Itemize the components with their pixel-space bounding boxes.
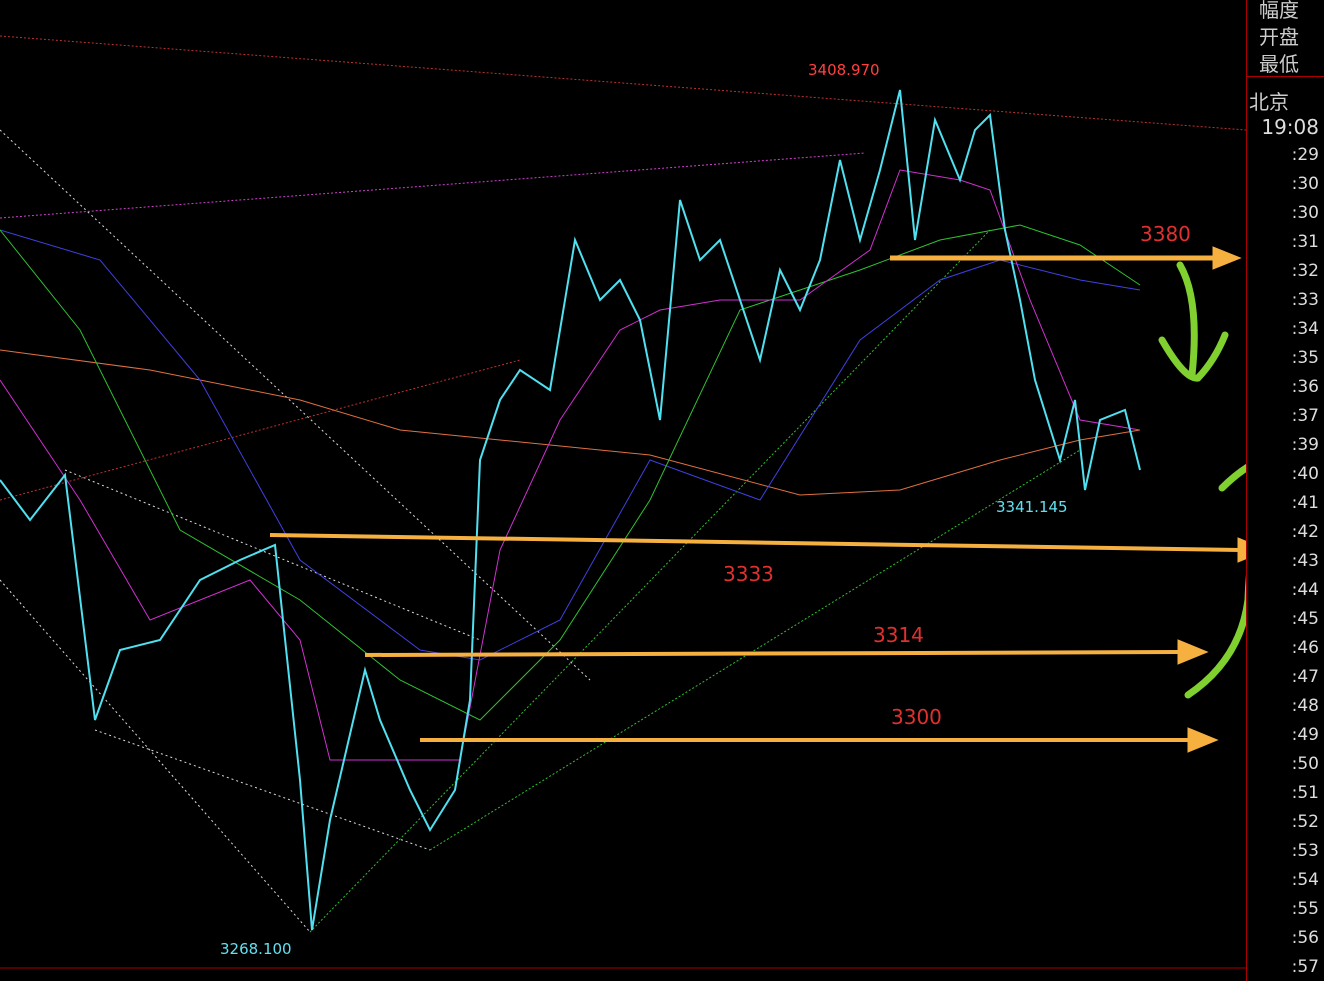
level-arrows xyxy=(269,246,1246,753)
trend-line xyxy=(94,729,431,851)
hand-arrows xyxy=(1158,261,1246,699)
time-tick: :46 xyxy=(1291,638,1319,658)
arrow-head xyxy=(1237,537,1246,563)
time-tick: :30 xyxy=(1291,174,1319,194)
panel-label: 最低 xyxy=(1259,52,1299,76)
time-tick: :40 xyxy=(1291,464,1319,484)
level-label: 3300 xyxy=(891,705,942,729)
time-tick: :32 xyxy=(1291,261,1319,281)
low-label: 3268.100 xyxy=(220,940,292,958)
trend-line xyxy=(0,359,521,501)
ma-line xyxy=(0,229,1141,661)
zone: 北京 xyxy=(1249,90,1289,114)
time-tick: :53 xyxy=(1291,841,1319,861)
level-label: 3380 xyxy=(1140,222,1191,246)
side-panel: 幅度 开盘 最低 北京 19:08 :29 :30 :30 :31 :32 :33 :34:… xyxy=(1246,0,1324,981)
time-tick: :56 xyxy=(1291,928,1319,948)
divider xyxy=(1247,76,1324,77)
time-tick: :30 xyxy=(1291,203,1319,223)
ma-line xyxy=(0,349,1141,496)
trend-line xyxy=(0,579,311,933)
price-line xyxy=(0,89,1141,931)
arrow xyxy=(269,533,1241,552)
time-tick: :51 xyxy=(1291,783,1319,803)
trend-line xyxy=(0,35,1246,131)
ma-line xyxy=(0,224,1141,721)
high-label: 3408.970 xyxy=(808,61,880,79)
time-tick: :42 xyxy=(1291,522,1319,542)
level-label: 3333 xyxy=(723,562,774,586)
time-tick: :31 xyxy=(1291,232,1319,252)
trend-line xyxy=(309,229,991,933)
down-arrow xyxy=(1158,261,1229,382)
time-tick: :55 xyxy=(1291,899,1319,919)
chart-area: 3408.970 3268.100 3341.145 3380 3333 331… xyxy=(0,35,1246,969)
time-tick: :33 xyxy=(1291,290,1319,310)
time: 19:08 xyxy=(1261,115,1319,139)
time-tick: :54 xyxy=(1291,870,1319,890)
time-tick: :43 xyxy=(1291,551,1319,571)
time-tick: :39 xyxy=(1291,435,1319,455)
arrow-head xyxy=(1187,727,1219,753)
time-tick: :37 xyxy=(1291,406,1319,426)
guides xyxy=(0,35,1246,969)
time-tick: :49 xyxy=(1291,725,1319,745)
time-tick: :35 xyxy=(1291,348,1319,368)
time-tick: :45 xyxy=(1291,609,1319,629)
arrow-head xyxy=(1212,246,1242,270)
ma-line xyxy=(0,169,1141,761)
up-arrow xyxy=(1184,463,1246,699)
panel-label: 幅度 xyxy=(1259,0,1299,22)
time-tick: :57 xyxy=(1291,957,1319,977)
panel-label: 开盘 xyxy=(1259,25,1299,49)
time-tick: :47 xyxy=(1291,667,1319,687)
trend-line xyxy=(64,469,481,641)
time-tick: :50 xyxy=(1291,754,1319,774)
time-tick: :41 xyxy=(1291,493,1319,513)
arrow-head xyxy=(1177,639,1209,665)
trend-line xyxy=(0,152,866,219)
time-tick: :29 xyxy=(1291,145,1319,165)
time-tick: :36 xyxy=(1291,377,1319,397)
recent-low-label: 3341.145 xyxy=(996,498,1068,516)
time-tick: :34 xyxy=(1291,319,1319,339)
time-tick: :44 xyxy=(1291,580,1319,600)
time-tick: :48 xyxy=(1291,696,1319,716)
level-label: 3314 xyxy=(873,623,924,647)
time-tick: :52 xyxy=(1291,812,1319,832)
trend-line xyxy=(429,449,1081,851)
arrow xyxy=(364,650,1181,657)
